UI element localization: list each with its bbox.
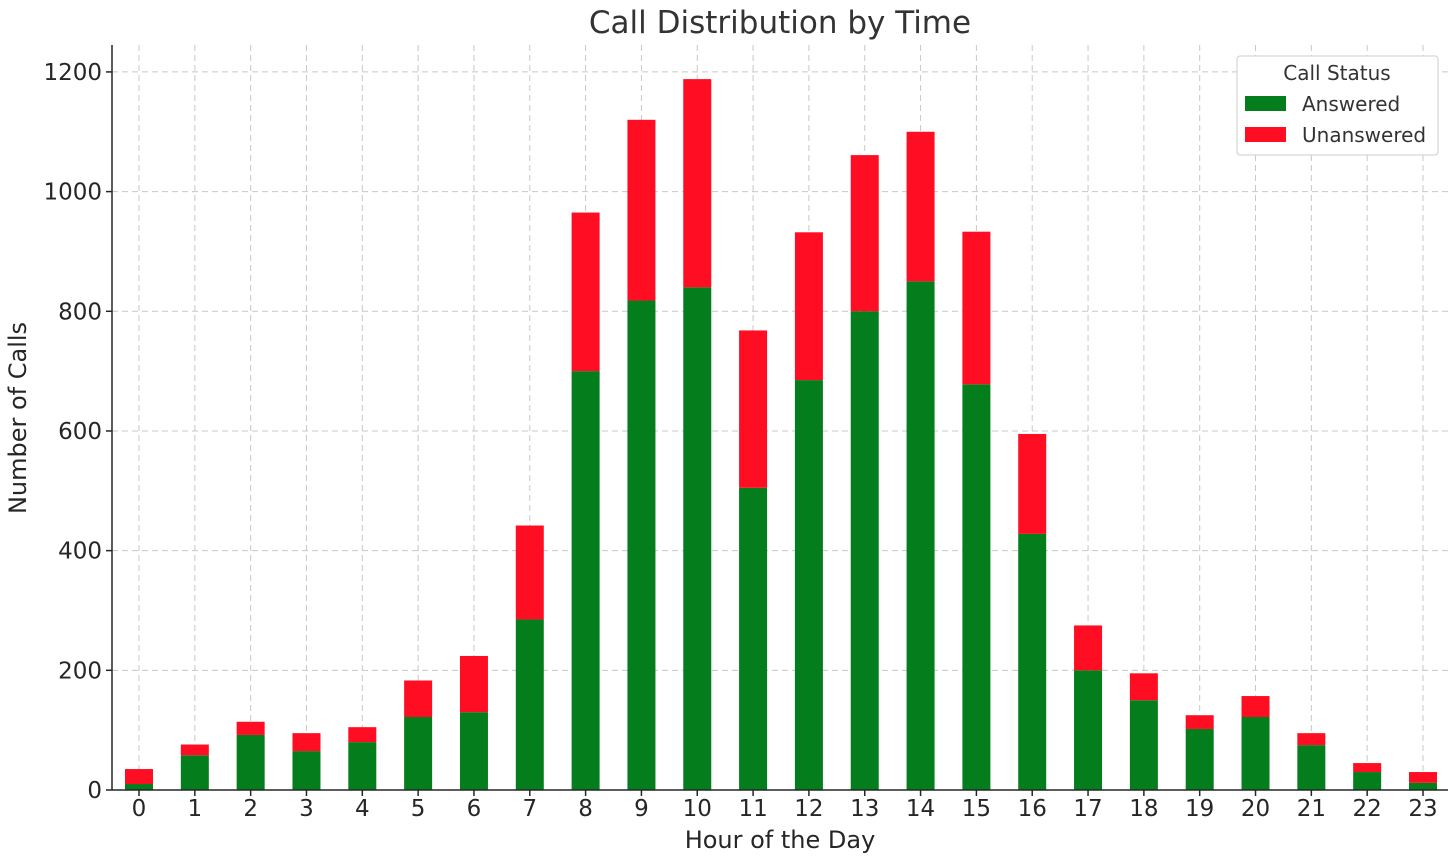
bar-unanswered-hour-20	[1241, 696, 1270, 717]
bar-answered-hour-11	[739, 487, 768, 790]
x-tick-label: 10	[683, 796, 712, 822]
y-tick-label: 200	[58, 658, 102, 684]
legend-items: Answered Unanswered	[1245, 92, 1426, 147]
x-axis-title: Hour of the Day	[685, 826, 876, 854]
bar-answered-hour-17	[1074, 670, 1103, 790]
bar-answered-hour-16	[1018, 533, 1047, 790]
legend-swatch-unanswered	[1245, 127, 1286, 142]
bar-answered-hour-1	[180, 755, 209, 790]
x-tick-label: 11	[738, 796, 767, 822]
bar-unanswered-hour-1	[180, 744, 209, 756]
legend-swatch-answered	[1245, 96, 1286, 111]
x-tick-label: 4	[355, 796, 370, 822]
bar-unanswered-hour-16	[1018, 433, 1047, 534]
bar-unanswered-hour-18	[1129, 673, 1158, 701]
bar-answered-hour-10	[683, 287, 712, 790]
bar-answered-hour-6	[459, 712, 488, 790]
bar-answered-hour-23	[1409, 782, 1437, 790]
bar-answered-hour-5	[404, 716, 433, 790]
x-tick-label: 22	[1353, 796, 1382, 822]
x-tick-label: 12	[794, 796, 823, 822]
bar-unanswered-hour-3	[292, 733, 321, 752]
y-tick-label: 1000	[43, 180, 102, 206]
bar-answered-hour-9	[627, 300, 656, 790]
x-tick-label: 8	[578, 796, 593, 822]
bar-answered-hour-4	[348, 742, 377, 790]
bar-answered-hour-8	[571, 371, 600, 790]
bar-unanswered-hour-5	[404, 680, 433, 717]
bars-layer	[125, 79, 1437, 790]
x-tick-label: 23	[1408, 796, 1437, 822]
bar-answered-hour-7	[515, 619, 544, 790]
legend-title: Call Status	[1283, 61, 1390, 85]
x-tick-label: 19	[1185, 796, 1214, 822]
bar-answered-hour-12	[794, 380, 823, 790]
x-tick-label: 3	[299, 796, 314, 822]
bar-unanswered-hour-2	[236, 721, 265, 735]
bar-answered-hour-21	[1297, 745, 1326, 790]
legend-label-unanswered: Unanswered	[1302, 123, 1426, 147]
y-tick-label: 800	[58, 299, 102, 325]
x-tick-label: 0	[132, 796, 147, 822]
bar-unanswered-hour-4	[348, 727, 377, 743]
bar-unanswered-hour-14	[906, 131, 935, 282]
y-tick-label: 0	[87, 778, 102, 804]
bar-unanswered-hour-7	[515, 525, 544, 620]
bar-unanswered-hour-10	[683, 79, 712, 288]
bar-unanswered-hour-17	[1074, 625, 1103, 671]
bar-unanswered-hour-8	[571, 212, 600, 372]
axes-layer	[111, 45, 1448, 791]
grid-layer	[112, 45, 1448, 791]
bar-answered-hour-0	[125, 784, 153, 790]
y-tick-label: 600	[58, 419, 102, 445]
bar-answered-hour-20	[1241, 716, 1270, 790]
bar-answered-hour-18	[1129, 700, 1158, 790]
x-tick-label: 6	[467, 796, 482, 822]
legend-frame	[1236, 55, 1439, 156]
bar-answered-hour-3	[292, 751, 321, 790]
x-tick-label: 21	[1297, 796, 1326, 822]
bar-unanswered-hour-15	[962, 231, 991, 385]
bar-answered-hour-22	[1353, 772, 1382, 790]
chart-title: Call Distribution by Time	[589, 5, 971, 41]
y-axis-title: Number of Calls	[4, 322, 32, 514]
bar-unanswered-hour-6	[459, 655, 488, 713]
x-tick-label: 14	[906, 796, 935, 822]
x-tick-label: 5	[411, 796, 426, 822]
x-tick-label: 18	[1129, 796, 1158, 822]
x-tick-label: 1	[188, 796, 203, 822]
x-tick-label: 15	[962, 796, 991, 822]
x-tick-label: 2	[243, 796, 258, 822]
bar-unanswered-hour-12	[794, 232, 823, 381]
bar-unanswered-hour-19	[1185, 715, 1214, 729]
bar-unanswered-hour-23	[1409, 772, 1437, 783]
x-tick-label: 16	[1018, 796, 1047, 822]
bar-unanswered-hour-9	[627, 119, 656, 301]
y-tick-label: 1200	[43, 60, 102, 86]
bar-unanswered-hour-11	[739, 330, 768, 488]
bar-unanswered-hour-21	[1297, 733, 1326, 746]
bar-answered-hour-13	[850, 311, 879, 790]
y-tick-label: 400	[58, 539, 102, 565]
bar-unanswered-hour-13	[850, 155, 879, 312]
x-tick-label: 9	[634, 796, 649, 822]
bar-answered-hour-2	[236, 734, 265, 790]
bar-unanswered-hour-0	[125, 769, 153, 785]
bar-answered-hour-19	[1185, 728, 1214, 790]
bar-answered-hour-15	[962, 384, 991, 790]
bar-answered-hour-14	[906, 281, 935, 790]
x-tick-label: 17	[1073, 796, 1102, 822]
legend-label-answered: Answered	[1302, 92, 1400, 116]
bar-unanswered-hour-22	[1353, 763, 1382, 773]
x-tick-label: 20	[1241, 796, 1270, 822]
x-tick-label: 13	[850, 796, 879, 822]
x-tick-label: 7	[522, 796, 537, 822]
legend: Call Status Answered Unanswered	[1236, 55, 1439, 156]
